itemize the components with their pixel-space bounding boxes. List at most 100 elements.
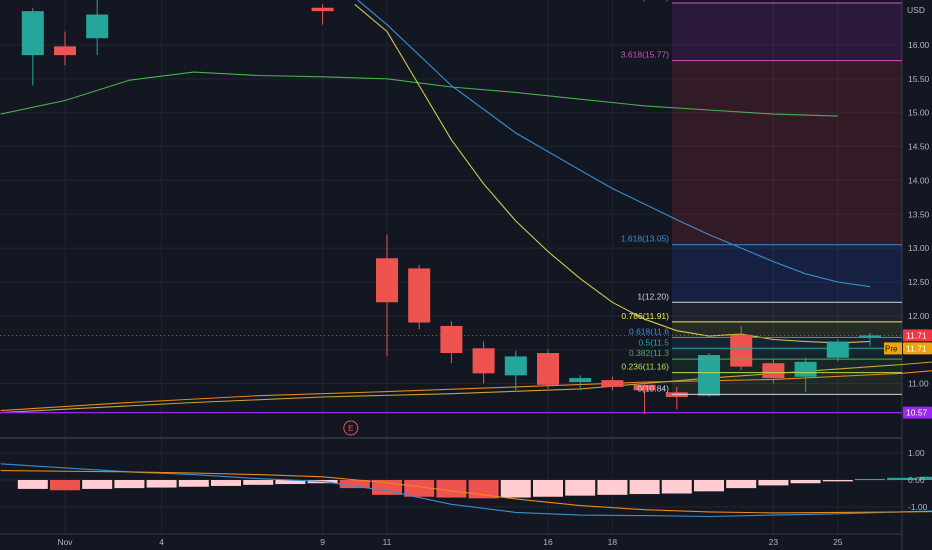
histogram-bar [790,480,821,484]
moving-average-line [356,0,871,288]
candle-body [376,258,398,303]
moving-average-line [354,3,871,344]
histogram-bar [565,480,596,496]
fib-zone [672,321,902,338]
fib-level-label: 0(10.84) [637,383,669,393]
candle-body [408,268,431,323]
histogram-bar [275,480,306,485]
histogram-bar [339,480,370,489]
oscillator-tick-label: 1.00 [908,448,925,458]
fib-zone [672,3,902,61]
fibonacci-levels: 0(10.84)0.236(11.16)0.382(11.30.5(11.50.… [621,0,902,395]
earnings-marker[interactable]: E [343,420,359,436]
time-tick-label: 11 [383,537,392,547]
histogram-bar [404,480,435,497]
fib-level-label: 1.618(13.05) [621,234,669,244]
event-label: E [348,424,353,433]
candle-body [472,348,495,374]
candle-body [859,335,881,337]
histogram-bar [468,480,499,499]
price-tick-label: 14.00 [908,175,930,185]
currency-label: USD [907,5,925,15]
price-tag-prefix-box [884,342,902,355]
histogram-bar [726,480,757,489]
fib-level-label: 0.618(11.6 [629,326,669,336]
histogram-bar [243,480,274,485]
moving-average-line [0,71,838,117]
candlestick-series [21,0,881,414]
oscillator-tick-label: -1.00 [908,502,928,512]
histogram-bar [178,480,209,487]
fib-zone [672,302,902,322]
oscillator-line [0,470,932,514]
price-tag-box [903,329,932,342]
fib-zone [672,60,902,245]
price-tag-label: 11.71 [906,343,927,353]
histogram-bar [17,480,48,489]
price-tick-label: 11.00 [908,379,929,389]
histogram-series [17,476,932,499]
price-tick-label: 16.00 [908,40,930,50]
histogram-bar [822,480,853,482]
price-tick-label: 12.00 [908,311,930,321]
histogram-bar [758,480,789,486]
candle-body [537,353,559,385]
time-tick-label: 16 [543,537,553,547]
histogram-bar [50,480,80,491]
fib-level-label: 0.786(11.91) [621,311,669,321]
fib-level-label: 0.382(11.3 [629,348,669,358]
fib-zone [672,359,902,373]
histogram-bar [146,480,177,488]
histogram-bar [855,478,885,480]
candle-body [54,46,76,56]
fib-level-label: 0.5(11.5 [638,337,669,347]
fib-zone [672,372,902,395]
oscillator-tick-label: 0.00 [908,475,925,485]
fib-zone [672,337,902,349]
candle-body [633,384,656,391]
time-tick-label: 25 [833,537,843,547]
histogram-bar [629,480,660,495]
candle-body [762,363,785,379]
time-tick-label: 4 [159,537,164,547]
histogram-bar [533,480,563,497]
histogram-bar [919,476,932,480]
fib-level-label: 0.236(11.16) [621,362,669,372]
price-axis[interactable]: USD 16.00 15.50 15.00 14.50 14.00 13.50 13.00 12… [907,5,930,512]
histogram-bar [597,480,628,495]
oscillator-line [0,463,932,518]
price-tick-label: 14.50 [908,142,930,152]
price-tag-label: 11.71 [906,330,927,340]
candle-body [311,7,334,12]
candle-body [601,380,624,387]
price-tag-prefix: Pre [885,344,898,353]
histogram-bar [661,480,692,494]
price-tick-label: 15.00 [908,108,930,118]
candle-body [826,341,849,358]
candle-body [440,325,463,354]
histogram-bar [694,480,724,492]
fib-zone [672,244,902,303]
fib-level-label: 1(12.20) [637,291,669,301]
price-tag-box [903,406,932,419]
candle-body [569,378,592,383]
histogram-bar [211,480,241,486]
time-tick-label: 23 [769,537,779,547]
candle-body [504,356,527,376]
time-tick-label: 9 [320,537,325,547]
time-tick-label: Nov [57,537,73,547]
fibonacci-zones [672,3,902,395]
fib-level-label: 3.618(15.77) [621,50,669,60]
candle-body [794,361,817,377]
time-axis[interactable]: Nov491116182325Dec379 [57,537,932,547]
price-tags: 11.71 Pre 11.71 10.57 [884,329,932,419]
price-tick-label: 13.00 [908,243,930,253]
candle-body [21,11,44,56]
price-tag-box [903,342,932,355]
time-tick-label: 18 [608,537,618,547]
histogram-bar [500,480,531,498]
price-tick-label: 13.50 [908,209,930,219]
fib-zone [672,348,902,360]
histogram-bar [114,480,145,489]
